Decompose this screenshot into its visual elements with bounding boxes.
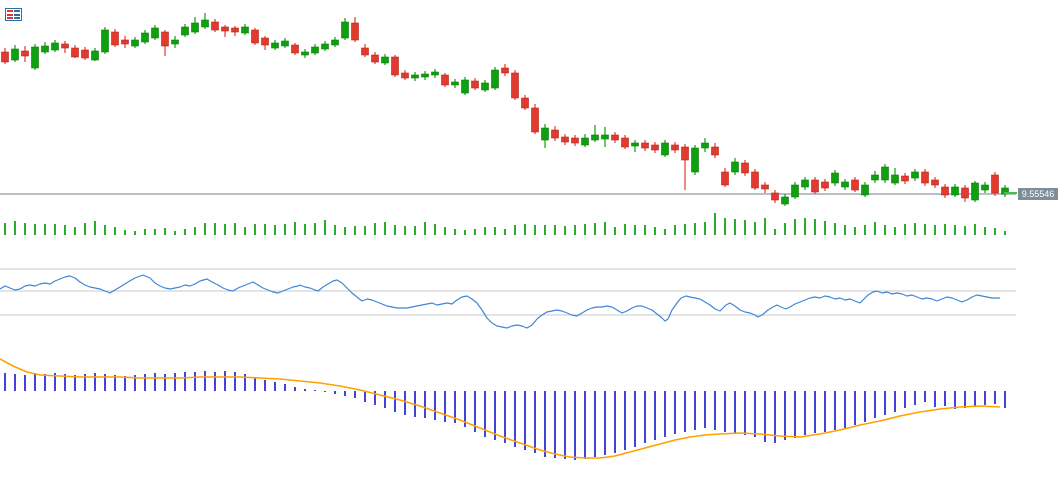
sell-panel-glyph [7, 10, 13, 19]
tick-volume-panel [4, 213, 1006, 235]
one-click-trading-icon[interactable] [5, 8, 22, 21]
oscillator-panel [0, 268, 1016, 329]
price-panel [0, 13, 1017, 206]
current-price-label: 9.55546 [1018, 188, 1058, 200]
macd-panel [0, 358, 1006, 460]
buy-panel-glyph [14, 10, 20, 19]
